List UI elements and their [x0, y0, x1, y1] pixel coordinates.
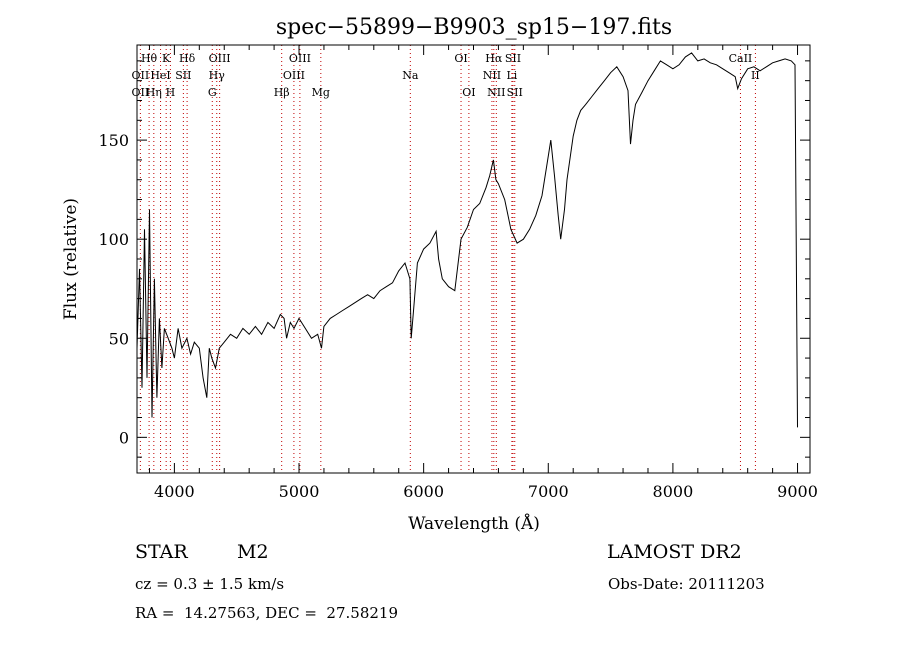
emission-line-label: NII: [483, 69, 501, 82]
emission-line-label: SII: [505, 52, 521, 65]
emission-line-label: CaII: [729, 52, 753, 65]
y-tick-label: 50: [109, 329, 129, 348]
emission-line-label: OIII: [289, 52, 311, 65]
emission-line-label: SII: [175, 69, 191, 82]
spectrum-chart: spec−55899−B9903_sp15−197.fits Hθ K Hδ OIII…: [61, 15, 818, 534]
emission-line-label: II: [751, 69, 760, 82]
emission-line-label: Hθ: [141, 52, 158, 65]
y-tick-label: 100: [98, 230, 129, 249]
y-tick-label: 150: [98, 131, 129, 150]
survey-name: LAMOST DR2: [607, 541, 742, 563]
emission-line-label: OIII: [209, 52, 231, 65]
emission-line-label: H: [166, 86, 176, 99]
emission-line-label: OII: [132, 69, 150, 82]
velocity-readout: cz = 0.3 ± 1.5 km/s: [135, 575, 285, 593]
emission-line-label: Hη: [146, 86, 162, 99]
emission-line-label: G: [208, 86, 217, 99]
emission-line-label: OI: [462, 86, 475, 99]
x-axis-ticks: 4000 5000 6000 7000 8000 9000: [148, 45, 818, 501]
emission-line-label: NII: [487, 86, 505, 99]
emission-line-label: Hδ: [179, 52, 196, 65]
emission-line-label: K: [162, 52, 171, 65]
x-tick-label: 7000: [528, 482, 569, 501]
y-axis-ticks: 0 50 100 150: [98, 60, 810, 458]
x-tick-label: 6000: [403, 482, 444, 501]
emission-line-markers: [139, 45, 756, 473]
emission-line-label: OIII: [283, 69, 305, 82]
emission-line-label: Hβ: [274, 86, 290, 99]
y-tick-label: 0: [119, 428, 129, 447]
x-tick-label: 8000: [653, 482, 694, 501]
chart-title: spec−55899−B9903_sp15−197.fits: [276, 15, 672, 40]
emission-line-label: OI: [454, 52, 467, 65]
emission-line-label: HeI: [150, 69, 170, 82]
spectrum-line: [136, 52, 798, 428]
emission-line-label: Hγ: [209, 69, 226, 82]
coordinates: RA = 14.27563, DEC = 27.58219: [135, 604, 399, 622]
obs-date: Obs-Date: 20111203: [608, 575, 765, 593]
x-axis-label: Wavelength (Å): [408, 513, 540, 534]
emission-line-label: Na: [402, 69, 419, 82]
emission-line-label: Mg: [312, 86, 330, 99]
emission-line-label: Li: [506, 69, 517, 82]
emission-line-label: SII: [507, 86, 523, 99]
x-tick-label: 5000: [279, 482, 320, 501]
emission-line-label: Hα: [485, 52, 503, 65]
emission-line-label: OII: [132, 86, 150, 99]
plot-frame: [136, 44, 811, 474]
y-axis-label: Flux (relative): [61, 198, 81, 320]
x-tick-label: 4000: [154, 482, 195, 501]
object-subclass: M2: [237, 541, 269, 563]
x-tick-label: 9000: [777, 482, 818, 501]
object-class: STAR: [135, 541, 188, 563]
